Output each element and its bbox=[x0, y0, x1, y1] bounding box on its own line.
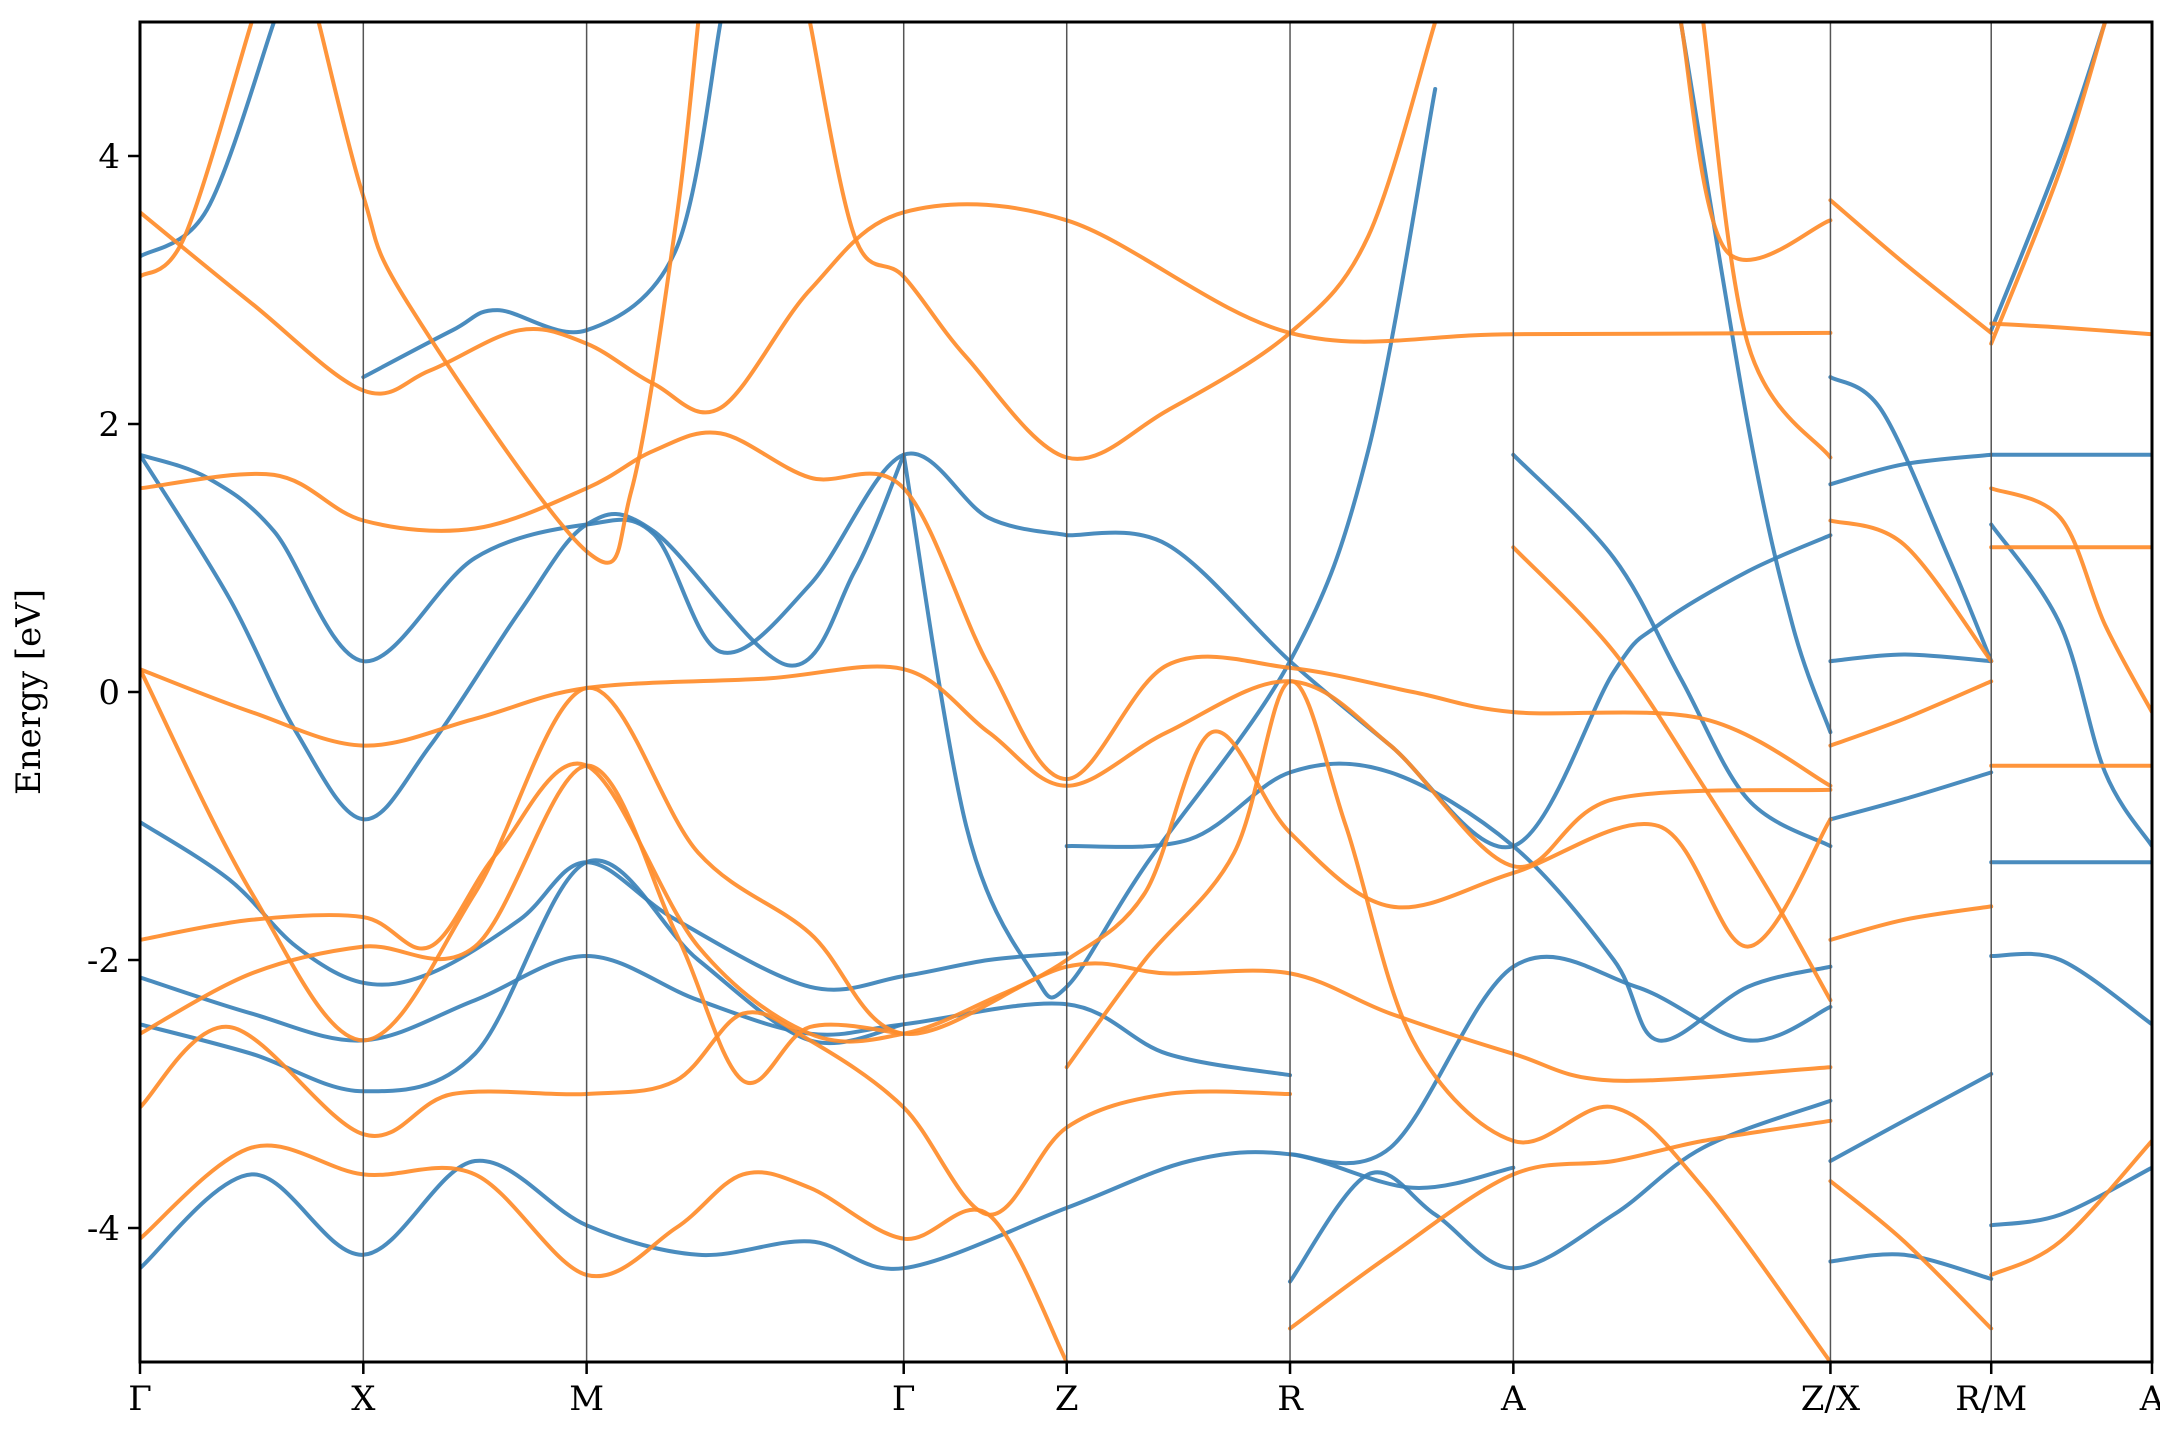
band-line-orange-34 bbox=[140, 1143, 1069, 1362]
band-line-blue-24 bbox=[1989, 951, 2152, 1027]
y-tick-label: 0 bbox=[98, 673, 120, 713]
band-line-orange-36 bbox=[316, 22, 701, 565]
x-tick-label: Z bbox=[1055, 1379, 1079, 1419]
x-tick-label: Γ bbox=[892, 1379, 916, 1419]
x-tick-label: M bbox=[569, 1379, 604, 1419]
x-tick-label: X bbox=[351, 1379, 376, 1419]
y-tick-label: 2 bbox=[98, 405, 120, 445]
band-line-orange-53 bbox=[1989, 22, 2108, 346]
band-line-blue-4 bbox=[140, 858, 906, 1094]
x-tick-label: R/M bbox=[1955, 1379, 2027, 1419]
band-line-blue-20 bbox=[1828, 1252, 1994, 1281]
x-tick-label: Z/X bbox=[1801, 1379, 1861, 1419]
band-line-blue-14 bbox=[1678, 22, 1833, 735]
x-tick-label: R bbox=[1277, 1379, 1304, 1419]
band-line-blue-18 bbox=[1828, 770, 1994, 822]
band-line-blue-6 bbox=[361, 22, 723, 380]
band-line-blue-8 bbox=[901, 87, 1438, 1000]
band-line-orange-40 bbox=[1511, 545, 1833, 1003]
band-line-orange-43 bbox=[1828, 198, 1994, 335]
band-line-orange-47 bbox=[1828, 1179, 1994, 1331]
y-tick-label: 4 bbox=[98, 137, 120, 177]
x-axis: Γ X M Γ Z R A Z/X R/M A bbox=[128, 1362, 2160, 1419]
band-line-orange-45 bbox=[1828, 679, 1994, 748]
band-line-blue-17 bbox=[1828, 652, 1994, 664]
band-line-orange-39 bbox=[1288, 1118, 1833, 1331]
band-line-orange-38 bbox=[1064, 679, 1833, 1362]
band-line-blue-0 bbox=[140, 451, 1069, 664]
band-line-orange-27 bbox=[140, 202, 1833, 415]
x-tick-label: A bbox=[2139, 1379, 2160, 1419]
band-line-orange-31 bbox=[140, 729, 1833, 1044]
band-line-blue-3 bbox=[140, 954, 1292, 1078]
plot-frame bbox=[138, 20, 2154, 1364]
band-line-orange-49 bbox=[1989, 486, 2152, 715]
band-line-blue-9 bbox=[1064, 530, 1833, 850]
band-line-orange-52 bbox=[1989, 1138, 2152, 1277]
band-line-blue-26 bbox=[1989, 22, 2108, 333]
band-line-blue-22 bbox=[1989, 522, 2152, 849]
band-line-orange-44 bbox=[1828, 518, 1994, 664]
band-line-orange-29 bbox=[140, 664, 1833, 870]
band-line-blue-1 bbox=[140, 452, 906, 822]
band-line-blue-12 bbox=[1288, 954, 1833, 1166]
band-line-orange-33 bbox=[140, 1010, 1292, 1217]
band-line-orange-42 bbox=[1701, 22, 1833, 460]
band-line-blue-15 bbox=[1828, 375, 1994, 664]
band-lines bbox=[140, 22, 2152, 1362]
band-line-blue-19 bbox=[1828, 1071, 1994, 1163]
y-axis-title: Energy [eV] bbox=[9, 589, 49, 795]
band-line-orange-37 bbox=[807, 22, 1438, 461]
band-line-orange-28 bbox=[140, 430, 1833, 788]
x-tick-label: A bbox=[1500, 1379, 1526, 1419]
y-axis: -4 -2 0 2 4 bbox=[87, 137, 140, 1249]
y-tick-label: -4 bbox=[87, 1209, 120, 1249]
x-tick-label: Γ bbox=[128, 1379, 152, 1419]
band-line-orange-48 bbox=[1989, 321, 2152, 337]
band-line-orange-41 bbox=[1678, 22, 1833, 262]
band-line-orange-46 bbox=[1828, 904, 1994, 942]
y-tick-label: -2 bbox=[87, 941, 120, 981]
band-line-blue-13 bbox=[1511, 452, 1833, 849]
band-line-blue-16 bbox=[1828, 452, 1994, 487]
band-line-orange-35 bbox=[140, 22, 254, 279]
band-line-blue-7 bbox=[140, 22, 276, 259]
band-line-blue-25 bbox=[1989, 1165, 2152, 1228]
band-line-blue-10 bbox=[1064, 761, 1833, 1043]
band-line-orange-32 bbox=[140, 763, 906, 1086]
high-symmetry-lines bbox=[362, 22, 1992, 1362]
band-line-orange-30 bbox=[140, 667, 1833, 1083]
